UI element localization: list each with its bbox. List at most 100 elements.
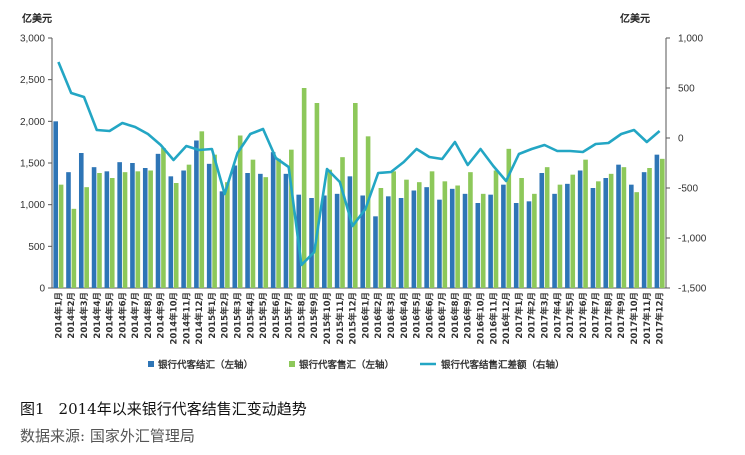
sale-bar xyxy=(71,208,77,288)
axes: 0 500 1,000 1,500 2,000 2,500 3,000 -1,500 -1,00… xyxy=(20,34,707,295)
settlement-bar xyxy=(130,163,135,288)
x-tick-label: 2014年12月 xyxy=(194,292,205,345)
settlement-bar xyxy=(91,167,97,288)
sale-bar xyxy=(596,181,601,288)
settlement-bar xyxy=(552,193,557,288)
sale-bar xyxy=(647,168,652,288)
x-tick-label: 2017年5月 xyxy=(565,292,576,339)
x-tick-label: 2014年8月 xyxy=(143,292,154,339)
sale-bar xyxy=(237,135,243,288)
settlement-bar xyxy=(488,194,493,288)
sale-bar xyxy=(416,182,422,288)
sale-bar xyxy=(608,173,614,288)
right-tick-label: -1,000 xyxy=(678,234,707,245)
settlement-bar xyxy=(437,199,442,288)
x-tick-label: 2014年4月 xyxy=(92,292,103,339)
settlement-bar xyxy=(641,172,647,288)
x-tick-label: 2014年6月 xyxy=(117,292,128,339)
sale-bar xyxy=(58,184,64,288)
settlement-bar xyxy=(398,198,404,288)
sale-bar xyxy=(225,182,230,288)
settlement-bar xyxy=(194,140,199,288)
x-tick-label: 2014年11月 xyxy=(181,292,192,345)
settlement-bar xyxy=(565,183,570,288)
sale-bar xyxy=(148,170,153,288)
settlement-bar xyxy=(258,173,263,288)
settlement-bar xyxy=(66,172,71,288)
x-tick-label: 2016年7月 xyxy=(437,292,448,339)
x-tick-label: 2015年7月 xyxy=(284,292,295,339)
x-tick-label: 2014年2月 xyxy=(66,292,77,339)
x-tick-label: 2015年3月 xyxy=(232,292,243,339)
sale-bar xyxy=(135,171,141,288)
left-axis-unit: 亿美元 xyxy=(22,12,52,25)
x-tick-label: 2015年5月 xyxy=(258,292,269,339)
settlement-bar xyxy=(501,184,506,288)
sale-bar xyxy=(570,174,576,288)
sale-bar xyxy=(506,148,512,288)
sale-bar xyxy=(161,148,166,288)
settlement-bar xyxy=(513,203,519,288)
sale-bar xyxy=(557,184,563,288)
sale-bar xyxy=(276,158,281,288)
left-tick-label: 1,500 xyxy=(20,159,45,170)
x-tick-label: 2016年4月 xyxy=(399,292,410,339)
balance-line-path xyxy=(57,61,661,267)
settlement-bar xyxy=(270,152,276,288)
sale-bar xyxy=(250,159,256,288)
x-tick-label: 2016年5月 xyxy=(412,292,423,339)
x-tick-label: 2016年3月 xyxy=(386,292,397,339)
sale-bar xyxy=(301,88,307,288)
right-tick-label: -1,500 xyxy=(678,284,707,295)
sale-bar xyxy=(455,185,460,288)
right-tick-label: 0 xyxy=(678,134,684,145)
figure-title: 2014年以来银行代客结售汇变动趋势 xyxy=(58,400,307,418)
settlement-bar xyxy=(654,154,660,288)
sale-bar xyxy=(480,193,486,288)
settlement-bar xyxy=(104,171,110,288)
x-tick-label: 2014年10月 xyxy=(169,292,180,345)
settlement-bar xyxy=(475,203,481,288)
settlement-bar xyxy=(385,196,391,288)
sale-bar xyxy=(353,103,358,288)
settlement-bar xyxy=(577,170,583,288)
left-tick-label: 0 xyxy=(39,284,45,295)
settlement-bar xyxy=(219,191,225,288)
sale-bar xyxy=(263,177,269,288)
sale-bar xyxy=(173,183,179,288)
sale-bar xyxy=(634,192,640,288)
settlement-bar xyxy=(373,216,378,288)
bars xyxy=(53,88,665,288)
settlement-bar xyxy=(629,184,634,288)
x-tick-label: 2016年11月 xyxy=(488,292,499,345)
sale-bar xyxy=(186,164,192,288)
right-tick-label: -500 xyxy=(678,184,698,195)
x-tick-label: 2014年3月 xyxy=(79,292,90,339)
x-tick-label: 2015年10月 xyxy=(322,292,333,345)
sale-bar xyxy=(289,149,294,288)
x-tick-label: 2017年2月 xyxy=(527,292,538,339)
sale-bar xyxy=(519,178,524,288)
legend: 银行代客结汇（左轴） 银行代客售汇（左轴） 银行代客结售汇差额（右轴） xyxy=(148,359,565,371)
left-tick-label: 500 xyxy=(28,242,45,253)
settlement-bar xyxy=(526,201,532,288)
sale-bar xyxy=(314,103,320,288)
x-tick-label: 2017年10月 xyxy=(629,292,640,345)
left-tick-label: 1,000 xyxy=(20,200,45,211)
settlement-bar xyxy=(424,187,429,288)
left-tick-label: 2,500 xyxy=(20,75,45,86)
settlement-bar xyxy=(206,163,212,288)
x-tick-labels: 2014年1月 2014年2月 2014年3月 2014年4月 2014年5月 2014年… xyxy=(53,292,665,345)
settlement-bar xyxy=(232,165,238,288)
x-tick-label: 2014年5月 xyxy=(105,292,116,339)
sale-bar xyxy=(378,188,384,288)
figure-caption: 图1 2014年以来银行代客结售汇变动趋势 xyxy=(20,398,307,419)
left-tick-label: 2,000 xyxy=(20,117,45,128)
figure-number: 图1 xyxy=(20,400,45,418)
sale-bar xyxy=(340,157,345,288)
settlement-bar xyxy=(78,153,84,288)
settlement-bar xyxy=(142,168,148,288)
x-tick-label: 2015年2月 xyxy=(220,292,231,339)
x-tick-label: 2017年1月 xyxy=(514,292,525,339)
x-tick-label: 2016年1月 xyxy=(360,292,371,339)
